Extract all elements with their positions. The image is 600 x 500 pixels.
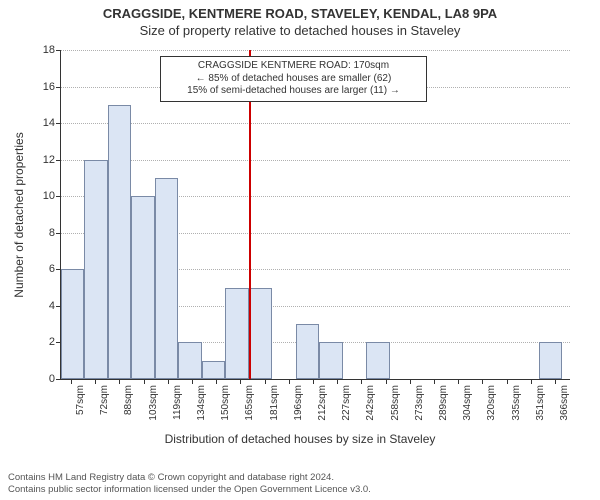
xtick-label: 181sqm — [269, 385, 280, 421]
xtick-label: 103sqm — [148, 385, 159, 421]
xtick-mark — [386, 379, 387, 384]
xtick-label: 335sqm — [511, 385, 522, 421]
xtick-mark — [434, 379, 435, 384]
xtick-label: 88sqm — [123, 385, 134, 415]
histogram-bar — [155, 178, 178, 379]
annotation-line-3: 15% of semi-detached houses are larger (… — [166, 85, 421, 98]
xtick-label: 196sqm — [293, 385, 304, 421]
gridline — [61, 123, 570, 124]
footer: Contains HM Land Registry data © Crown c… — [8, 472, 371, 496]
ytick-label: 2 — [25, 336, 55, 348]
xtick-label: 119sqm — [172, 385, 183, 420]
ytick-label: 8 — [25, 227, 55, 239]
xtick-label: 273sqm — [414, 385, 425, 421]
xtick-label: 351sqm — [535, 385, 546, 421]
title-line-2: Size of property relative to detached ho… — [0, 21, 600, 38]
xtick-label: 366sqm — [559, 385, 570, 421]
xtick-label: 134sqm — [196, 385, 207, 421]
xtick-label: 242sqm — [365, 385, 376, 421]
gridline — [61, 160, 570, 161]
footer-line-2: Contains public sector information licen… — [8, 484, 371, 496]
ytick-mark — [56, 87, 61, 88]
ytick-label: 10 — [25, 190, 55, 202]
ytick-label: 6 — [25, 263, 55, 275]
xtick-mark — [482, 379, 483, 384]
xtick-mark — [410, 379, 411, 384]
ytick-label: 12 — [25, 154, 55, 166]
xtick-mark — [95, 379, 96, 384]
xtick-mark — [313, 379, 314, 384]
y-axis-label: Number of detached properties — [12, 132, 26, 297]
ytick-label: 4 — [25, 300, 55, 312]
histogram-bar — [108, 105, 131, 379]
annotation-line-2: ← 85% of detached houses are smaller (62… — [166, 73, 421, 86]
xtick-label: 57sqm — [75, 385, 86, 415]
xtick-mark — [168, 379, 169, 384]
x-axis-label: Distribution of detached houses by size … — [0, 432, 600, 446]
xtick-label: 150sqm — [220, 385, 231, 421]
xtick-label: 165sqm — [244, 385, 255, 421]
histogram-bar — [178, 342, 201, 379]
xtick-label: 72sqm — [99, 385, 110, 415]
annotation-box: CRAGGSIDE KENTMERE ROAD: 170sqm ← 85% of… — [160, 56, 427, 102]
ytick-label: 16 — [25, 81, 55, 93]
xtick-label: 227sqm — [341, 385, 352, 421]
xtick-mark — [555, 379, 556, 384]
xtick-mark — [265, 379, 266, 384]
histogram-bar — [296, 324, 319, 379]
title-line-1: CRAGGSIDE, KENTMERE ROAD, STAVELEY, KEND… — [0, 0, 600, 21]
chart-area: CRAGGSIDE KENTMERE ROAD: 170sqm ← 85% of… — [60, 50, 570, 380]
footer-line-1: Contains HM Land Registry data © Crown c… — [8, 472, 371, 484]
xtick-mark — [337, 379, 338, 384]
xtick-mark — [289, 379, 290, 384]
annotation-line-1: CRAGGSIDE KENTMERE ROAD: 170sqm — [166, 60, 421, 73]
histogram-bar — [249, 288, 272, 379]
xtick-mark — [240, 379, 241, 384]
histogram-bar — [202, 361, 225, 379]
ytick-mark — [56, 123, 61, 124]
ytick-label: 14 — [25, 117, 55, 129]
ytick-mark — [56, 233, 61, 234]
xtick-label: 212sqm — [317, 385, 328, 421]
xtick-label: 289sqm — [438, 385, 449, 421]
histogram-bar — [366, 342, 389, 379]
ytick-mark — [56, 379, 61, 380]
histogram-bar — [61, 269, 84, 379]
histogram-bar — [131, 196, 154, 379]
ytick-label: 18 — [25, 44, 55, 56]
xtick-mark — [119, 379, 120, 384]
histogram-bar — [225, 288, 248, 379]
xtick-mark — [144, 379, 145, 384]
xtick-mark — [361, 379, 362, 384]
histogram-bar — [319, 342, 342, 379]
ytick-mark — [56, 50, 61, 51]
ytick-mark — [56, 160, 61, 161]
ytick-label: 0 — [25, 373, 55, 385]
ytick-mark — [56, 196, 61, 197]
chart-container: CRAGGSIDE, KENTMERE ROAD, STAVELEY, KEND… — [0, 0, 600, 500]
xtick-mark — [216, 379, 217, 384]
xtick-label: 320sqm — [486, 385, 497, 421]
histogram-bar — [539, 342, 562, 379]
xtick-mark — [531, 379, 532, 384]
histogram-bar — [84, 160, 107, 379]
xtick-mark — [192, 379, 193, 384]
xtick-mark — [71, 379, 72, 384]
xtick-mark — [458, 379, 459, 384]
gridline — [61, 50, 570, 51]
xtick-label: 304sqm — [462, 385, 473, 421]
xtick-label: 258sqm — [390, 385, 401, 421]
xtick-mark — [507, 379, 508, 384]
